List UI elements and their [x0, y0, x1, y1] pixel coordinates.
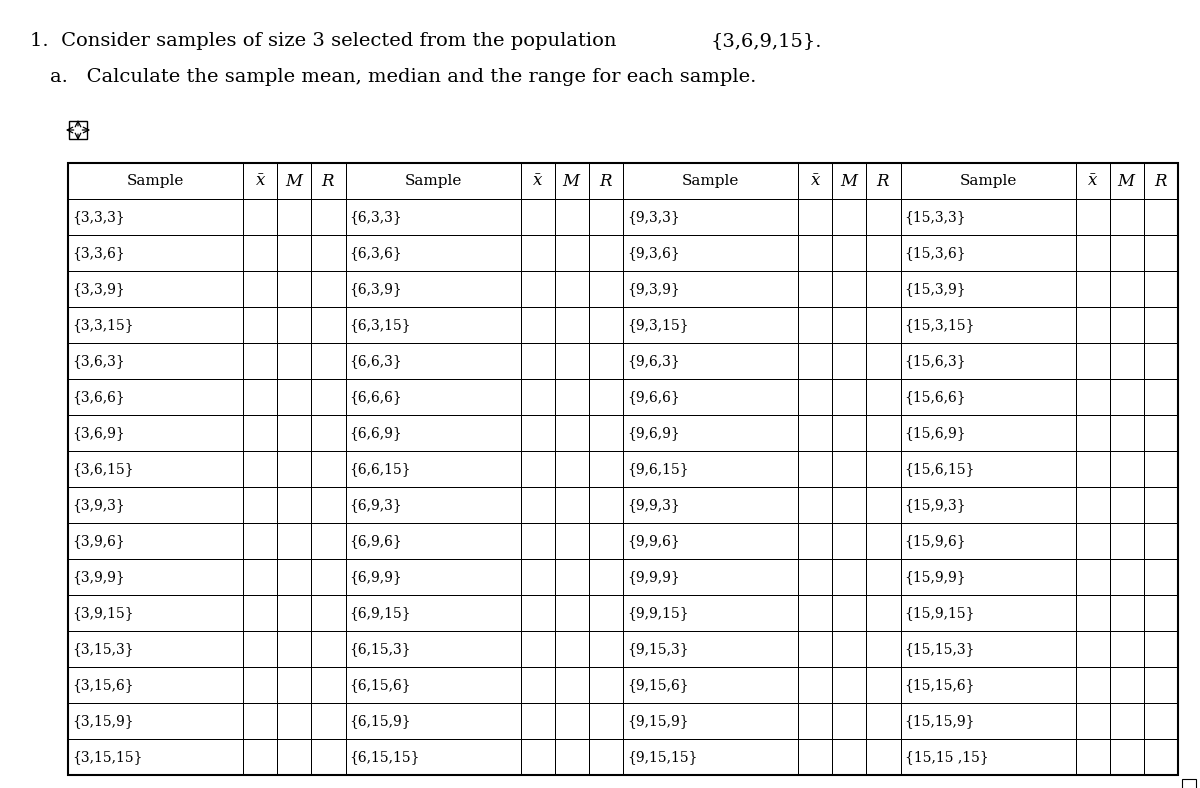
Text: {15,9,9}: {15,9,9}	[905, 570, 966, 584]
Text: {9,6,9}: {9,6,9}	[628, 426, 679, 440]
Text: {3,15,9}: {3,15,9}	[72, 714, 133, 728]
Text: {9,6,3}: {9,6,3}	[628, 354, 679, 368]
Text: {6,6,6}: {6,6,6}	[349, 390, 402, 404]
Text: {15,6,3}: {15,6,3}	[905, 354, 966, 368]
Text: {9,9,9}: {9,9,9}	[628, 570, 679, 584]
Text: {15,15,9}: {15,15,9}	[905, 714, 976, 728]
Text: {9,3,6}: {9,3,6}	[628, 246, 679, 260]
Text: {6,9,3}: {6,9,3}	[349, 498, 402, 512]
Text: {3,6,15}: {3,6,15}	[72, 462, 133, 476]
Text: {6,3,3}: {6,3,3}	[349, 210, 402, 224]
Text: $R$: $R$	[1154, 172, 1168, 190]
Text: {9,6,6}: {9,6,6}	[628, 390, 679, 404]
Text: {9,15,3}: {9,15,3}	[628, 642, 689, 656]
Text: $M$: $M$	[284, 172, 305, 190]
Text: $R$: $R$	[322, 172, 336, 190]
Text: {15,15,3}: {15,15,3}	[905, 642, 976, 656]
Text: {6,6,15}: {6,6,15}	[349, 462, 412, 476]
Text: Sample: Sample	[682, 174, 739, 188]
Text: $M$: $M$	[562, 172, 582, 190]
Text: {9,3,9}: {9,3,9}	[628, 282, 679, 296]
Text: $M$: $M$	[840, 172, 859, 190]
Text: $\bar{x}$: $\bar{x}$	[533, 172, 544, 190]
Text: {3,3,3}: {3,3,3}	[72, 210, 125, 224]
Text: {15,9,3}: {15,9,3}	[905, 498, 966, 512]
Text: Sample: Sample	[127, 174, 185, 188]
Text: {3,6,9}: {3,6,9}	[72, 426, 125, 440]
Text: {3,15,15}: {3,15,15}	[72, 750, 143, 764]
Text: {15,6,6}: {15,6,6}	[905, 390, 966, 404]
Text: {15,15 ,15}: {15,15 ,15}	[905, 750, 989, 764]
Text: {3,6,9,15}.: {3,6,9,15}.	[710, 32, 822, 50]
Text: {9,15,15}: {9,15,15}	[628, 750, 697, 764]
Text: {6,15,9}: {6,15,9}	[349, 714, 412, 728]
Text: {6,9,9}: {6,9,9}	[349, 570, 402, 584]
Text: {3,9,9}: {3,9,9}	[72, 570, 125, 584]
Text: {3,15,6}: {3,15,6}	[72, 678, 133, 692]
Text: {6,3,6}: {6,3,6}	[349, 246, 402, 260]
Text: $M$: $M$	[1117, 172, 1136, 190]
Text: {9,15,6}: {9,15,6}	[628, 678, 689, 692]
Text: 1.  Consider samples of size 3 selected from the population: 1. Consider samples of size 3 selected f…	[30, 32, 623, 50]
Text: $\bar{x}$: $\bar{x}$	[254, 172, 266, 190]
Text: {6,15,15}: {6,15,15}	[349, 750, 420, 764]
Text: {3,6,6}: {3,6,6}	[72, 390, 125, 404]
Text: {3,9,15}: {3,9,15}	[72, 606, 133, 620]
Text: {9,3,3}: {9,3,3}	[628, 210, 679, 224]
Text: {3,9,3}: {3,9,3}	[72, 498, 125, 512]
Text: {3,3,9}: {3,3,9}	[72, 282, 125, 296]
Text: Sample: Sample	[960, 174, 1016, 188]
Text: {3,15,3}: {3,15,3}	[72, 642, 133, 656]
Text: {9,9,3}: {9,9,3}	[628, 498, 679, 512]
Text: {15,6,9}: {15,6,9}	[905, 426, 966, 440]
Text: Sample: Sample	[404, 174, 462, 188]
Text: {15,3,9}: {15,3,9}	[905, 282, 966, 296]
Text: $R$: $R$	[599, 172, 613, 190]
Text: {15,3,3}: {15,3,3}	[905, 210, 966, 224]
Text: {3,3,15}: {3,3,15}	[72, 318, 133, 332]
Text: {6,3,15}: {6,3,15}	[349, 318, 412, 332]
Text: {9,9,15}: {9,9,15}	[628, 606, 689, 620]
Text: {9,6,15}: {9,6,15}	[628, 462, 689, 476]
Text: $\bar{x}$: $\bar{x}$	[1087, 172, 1098, 190]
Text: {9,9,6}: {9,9,6}	[628, 534, 679, 548]
Text: {6,9,6}: {6,9,6}	[349, 534, 402, 548]
Text: a.   Calculate the sample mean, median and the range for each sample.: a. Calculate the sample mean, median and…	[50, 68, 756, 86]
Text: {6,6,9}: {6,6,9}	[349, 426, 402, 440]
Text: {3,6,3}: {3,6,3}	[72, 354, 125, 368]
Text: {3,9,6}: {3,9,6}	[72, 534, 125, 548]
Text: {6,3,9}: {6,3,9}	[349, 282, 402, 296]
Text: {6,9,15}: {6,9,15}	[349, 606, 412, 620]
Text: {9,15,9}: {9,15,9}	[628, 714, 689, 728]
Text: $\bar{x}$: $\bar{x}$	[810, 172, 821, 190]
Text: {15,3,15}: {15,3,15}	[905, 318, 976, 332]
Text: {6,6,3}: {6,6,3}	[349, 354, 402, 368]
Text: {15,9,15}: {15,9,15}	[905, 606, 976, 620]
Text: {15,9,6}: {15,9,6}	[905, 534, 966, 548]
Text: {6,15,3}: {6,15,3}	[349, 642, 412, 656]
Text: {3,3,6}: {3,3,6}	[72, 246, 125, 260]
Text: {9,3,15}: {9,3,15}	[628, 318, 689, 332]
Text: $R$: $R$	[876, 172, 890, 190]
Text: {6,15,6}: {6,15,6}	[349, 678, 412, 692]
Text: {15,6,15}: {15,6,15}	[905, 462, 976, 476]
Text: {15,3,6}: {15,3,6}	[905, 246, 966, 260]
Text: {15,15,6}: {15,15,6}	[905, 678, 976, 692]
